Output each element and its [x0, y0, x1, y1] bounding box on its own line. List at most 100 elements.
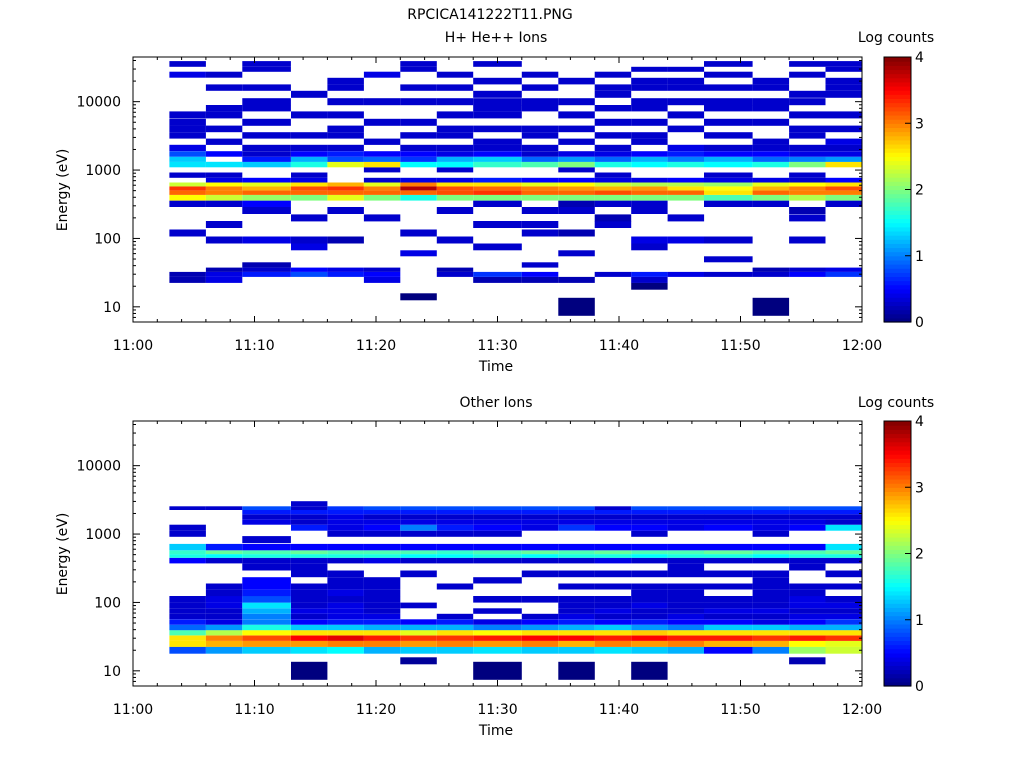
- heatmap-cell: [291, 177, 328, 183]
- heatmap-cell: [400, 550, 437, 555]
- heatmap-cell: [169, 132, 206, 139]
- colorbar-segment: [884, 487, 911, 492]
- heatmap-cell: [631, 635, 668, 641]
- heatmap-cell: [704, 194, 753, 201]
- colorbar-segment: [884, 106, 911, 112]
- heatmap-cell: [631, 613, 668, 620]
- colorbar-segment: [884, 255, 911, 261]
- heatmap-cell: [667, 194, 705, 201]
- heatmap-cell: [205, 619, 243, 625]
- heatmap-cell: [631, 510, 668, 515]
- heatmap-cell: [473, 271, 522, 277]
- heatmap-cell: [327, 550, 364, 555]
- heatmap-cell: [594, 557, 632, 564]
- heatmap-cell: [704, 506, 753, 510]
- colorbar-segment: [884, 272, 911, 278]
- heatmap-cell: [631, 161, 668, 168]
- colorbar-segment: [884, 135, 911, 141]
- heatmap-cell: [521, 646, 559, 654]
- colorbar-segment: [884, 90, 911, 95]
- heatmap-cell: [789, 271, 826, 277]
- heatmap-cell: [594, 214, 632, 222]
- heatmap-cell: [594, 221, 632, 228]
- heatmap-cell: [825, 524, 862, 531]
- heatmap-cell: [169, 276, 206, 283]
- heatmap-cell: [825, 161, 862, 168]
- heatmap-cell: [521, 519, 559, 525]
- heatmap-cell: [667, 640, 705, 647]
- heatmap-cell: [521, 557, 559, 564]
- colorbar-segment: [884, 665, 911, 671]
- colorbar-segment: [884, 143, 911, 149]
- heatmap-cell: [704, 550, 753, 555]
- heatmap-cell: [327, 132, 364, 139]
- colorbar-segment: [884, 536, 911, 542]
- heatmap-cell: [242, 98, 291, 106]
- heatmap-cell: [521, 151, 559, 157]
- heatmap-cell: [363, 619, 401, 625]
- heatmap-cell: [291, 194, 328, 201]
- panel-2-y-label: Energy (eV): [55, 513, 71, 596]
- heatmap-cell: [242, 514, 291, 520]
- heatmap-cell: [667, 646, 705, 654]
- heatmap-cell: [169, 608, 206, 614]
- heatmap-cell: [752, 646, 790, 654]
- heatmap-cell: [169, 554, 206, 558]
- heatmap-cell: [752, 608, 790, 614]
- heatmap-cell: [631, 200, 668, 207]
- heatmap-cell: [752, 619, 790, 625]
- heatmap-cell: [558, 151, 595, 157]
- colorbar-segment: [884, 524, 911, 530]
- heatmap-cell: [400, 84, 437, 91]
- heatmap-cell: [291, 646, 328, 654]
- heatmap-cell: [436, 84, 474, 91]
- heatmap-cell: [473, 194, 522, 201]
- heatmap-cell: [752, 557, 790, 564]
- x-tick-label: 11:00: [113, 338, 153, 354]
- heatmap-cell: [242, 630, 291, 636]
- y-tick-label: 1000: [85, 163, 121, 179]
- heatmap-cell: [400, 61, 437, 67]
- heatmap-cell: [667, 214, 705, 222]
- heatmap-cell: [327, 514, 364, 520]
- heatmap-cell: [825, 84, 862, 91]
- heatmap-cell: [473, 182, 522, 187]
- colorbar-segment: [884, 648, 911, 654]
- heatmap-cell: [436, 267, 474, 272]
- colorbar-segment: [884, 449, 911, 455]
- heatmap-cell: [327, 524, 364, 531]
- heatmap-cell: [631, 77, 668, 85]
- heatmap-cell: [363, 167, 401, 173]
- heatmap-cell: [169, 630, 206, 636]
- heatmap-cell: [667, 186, 705, 191]
- colorbar-segment: [884, 201, 911, 207]
- heatmap-cell: [667, 608, 705, 614]
- colorbar-segment: [884, 636, 911, 642]
- heatmap-cell: [752, 589, 790, 597]
- heatmap-cell: [291, 161, 328, 168]
- heatmap-cell: [473, 156, 522, 162]
- panel-2-heatmap-cells: [169, 501, 862, 680]
- heatmap-cell: [789, 624, 826, 631]
- heatmap-cell: [631, 276, 668, 283]
- colorbar-segment: [884, 425, 911, 430]
- heatmap-cell: [363, 177, 401, 183]
- heatmap-cell: [521, 630, 559, 636]
- heatmap-cell: [667, 630, 705, 636]
- heatmap-cell: [789, 657, 826, 665]
- heatmap-cell: [400, 177, 437, 183]
- heatmap-cell: [291, 144, 328, 152]
- heatmap-cell: [363, 589, 401, 597]
- colorbar-segment: [884, 458, 911, 464]
- colorbar-segment: [884, 590, 911, 596]
- heatmap-cell: [400, 624, 437, 631]
- heatmap-cell: [363, 506, 401, 510]
- heatmap-cell: [667, 596, 705, 603]
- heatmap-cell: [558, 138, 595, 145]
- heatmap-cell: [169, 229, 206, 237]
- heatmap-cell: [825, 514, 862, 520]
- heatmap-cell: [400, 557, 437, 564]
- heatmap-cell: [400, 118, 437, 126]
- colorbar-segment: [884, 189, 911, 195]
- heatmap-cell: [825, 635, 862, 641]
